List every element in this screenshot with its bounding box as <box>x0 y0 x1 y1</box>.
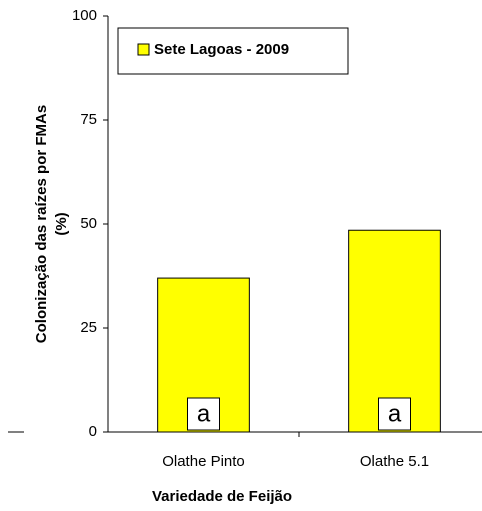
annotation: a <box>388 400 402 427</box>
y-tick-label: 25 <box>80 319 97 336</box>
x-axis-label: Variedade de Feijão <box>152 488 292 505</box>
legend-box <box>117 27 349 75</box>
annotation-box <box>187 397 220 431</box>
x-tick-label: Olathe 5.1 <box>360 453 429 470</box>
y-axis-label: Colonização das raízes por FMAs <box>33 105 50 343</box>
y-axis-label: (%) <box>53 212 70 235</box>
y-tick-label: 100 <box>72 7 97 24</box>
legend-swatch <box>137 43 150 56</box>
y-tick-label: 75 <box>80 111 97 128</box>
legend-label: Sete Lagoas - 2009 <box>154 41 289 58</box>
annotation-box <box>378 397 411 431</box>
annotation: a <box>197 400 211 427</box>
y-tick-label: 0 <box>89 423 97 440</box>
y-tick-label: 50 <box>80 215 97 232</box>
x-tick-label: Olathe Pinto <box>162 453 245 470</box>
